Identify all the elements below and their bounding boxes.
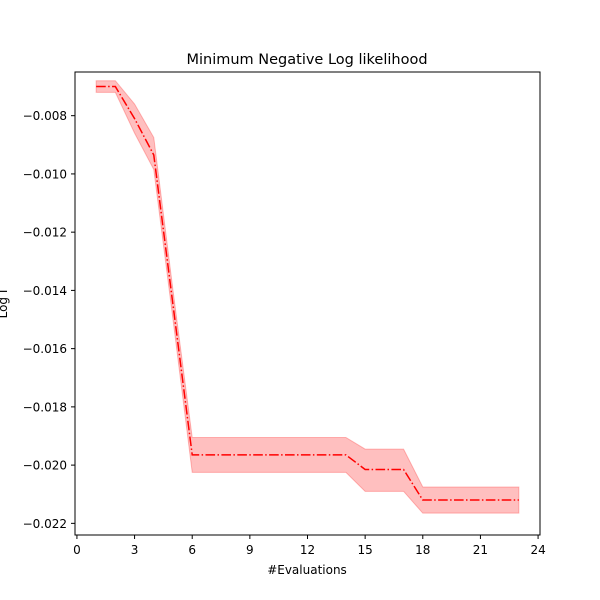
- y-axis-label: Log I: [0, 290, 10, 319]
- y-tick-label: −0.010: [23, 167, 67, 181]
- y-tick-label: −0.012: [23, 226, 67, 240]
- confidence-band: [95, 80, 520, 514]
- x-tick-label: 9: [246, 543, 254, 557]
- y-tick-label: −0.018: [23, 400, 67, 414]
- y-tick-label: −0.008: [23, 109, 67, 123]
- y-tick-label: −0.016: [23, 342, 67, 356]
- x-tick-label: 18: [415, 543, 430, 557]
- x-tick-label: 3: [131, 543, 139, 557]
- x-tick-label: 12: [300, 543, 315, 557]
- x-tick-label: 24: [530, 543, 545, 557]
- y-tick-label: −0.020: [23, 459, 67, 473]
- chart-title: Minimum Negative Log likelihood: [186, 52, 427, 68]
- series-line: [96, 85, 519, 501]
- confidence-band-layer: [95, 80, 520, 514]
- series-line-layer: [96, 85, 519, 501]
- x-tick-label: 6: [188, 543, 196, 557]
- y-tick-label: −0.022: [23, 517, 67, 531]
- y-axis-ticks: −0.022 −0.020 −0.018 −0.016 −0.014 −0.012 −0.0…: [23, 109, 75, 531]
- x-axis-label: #Evaluations: [267, 563, 347, 577]
- x-tick-label: 21: [473, 543, 488, 557]
- y-tick-label: −0.014: [23, 284, 67, 298]
- x-tick-label: 0: [73, 543, 81, 557]
- x-axis-ticks: 0 3 6 9 12 15 18 21 24: [73, 535, 546, 557]
- x-tick-label: 15: [358, 543, 373, 557]
